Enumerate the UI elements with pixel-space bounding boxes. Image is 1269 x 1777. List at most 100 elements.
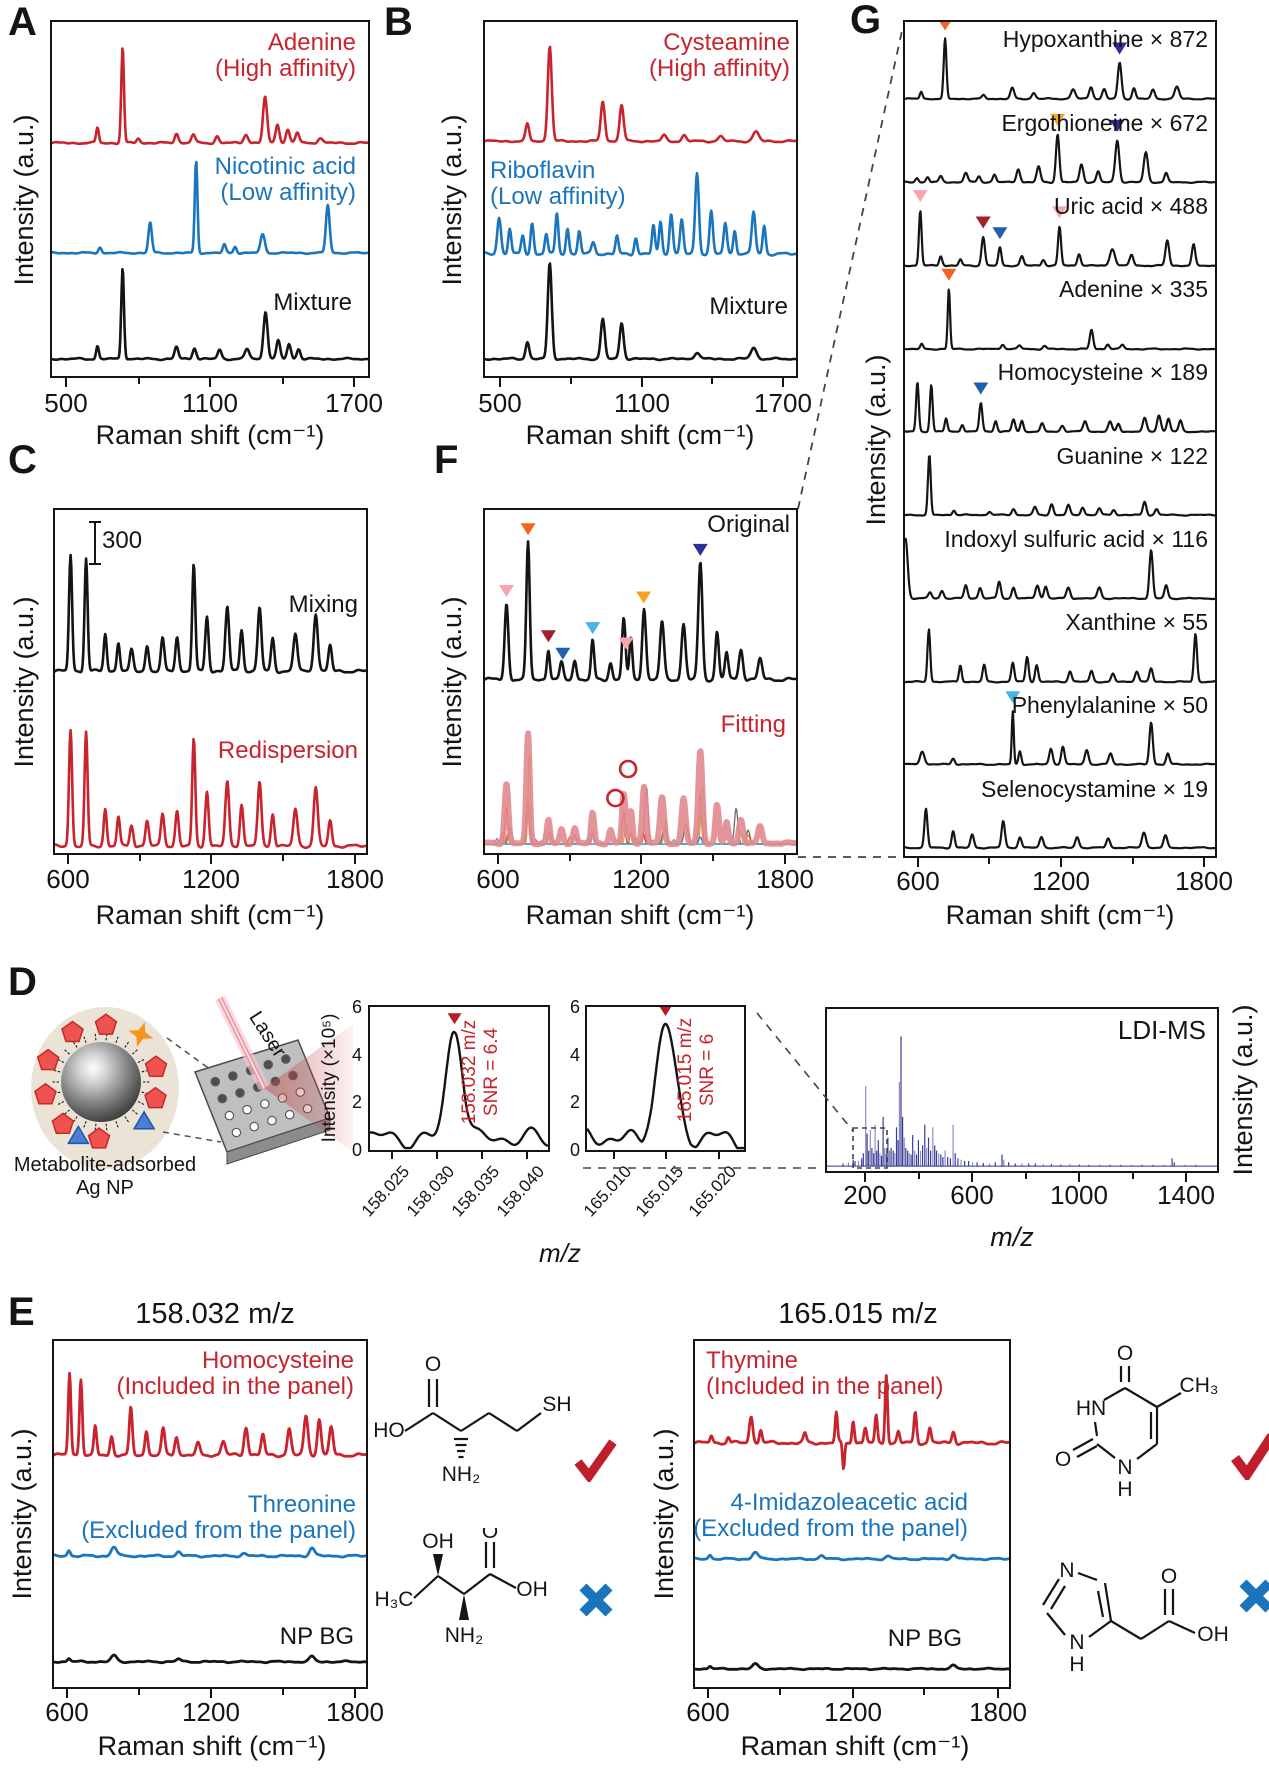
spectrum-trace	[52, 47, 368, 146]
panel-e-right-tick	[997, 1689, 999, 1698]
trace-label-riboflavin-2: (Low affinity)	[490, 183, 626, 210]
ms2-plot	[585, 1005, 746, 1152]
panel-e-right-xtick-1200: 1200	[824, 1697, 882, 1727]
atom-O: O	[1055, 1448, 1071, 1471]
atom-SH: SH	[542, 1393, 571, 1416]
metabolite-pentagon-icon	[34, 1082, 57, 1105]
trace-label-adenine: Adenine	[267, 29, 356, 56]
ms1-tick	[526, 1152, 528, 1159]
metabolite-triangle-icon	[132, 1110, 156, 1130]
plate-spot	[284, 1109, 295, 1120]
ms1-ytick-6: 6	[351, 997, 362, 1017]
atom-OH: OH	[1197, 1623, 1229, 1646]
spectrum-trace	[485, 730, 796, 848]
panel-b-tick	[499, 378, 501, 387]
panel-a-tick	[65, 378, 67, 387]
panel-a-ylabel: Intensity (a.u.)	[9, 114, 39, 286]
panel-e-left-minor-tick	[282, 1689, 284, 1695]
ldi-ylabel: Intensity (a.u.)	[1228, 1004, 1258, 1176]
panel-e-right-xtick-1800: 1800	[969, 1697, 1027, 1727]
trace-label-imidazole-2: (Excluded from the panel)	[693, 1515, 968, 1542]
plate-spot	[231, 1127, 242, 1138]
panel-b-xtick-1100: 1100	[614, 388, 670, 418]
panel-e-left-title: 158.032 m/z	[135, 1298, 295, 1330]
panel-c-tick	[210, 855, 212, 864]
peak-marker-triangle-icon	[1109, 119, 1125, 132]
panel-a-xlabel: Raman shift (cm⁻¹)	[95, 420, 325, 450]
panel-e-left-xtick-1800: 1800	[326, 1697, 384, 1727]
trace-label-homocysteine: Homocysteine	[201, 1347, 354, 1374]
panel-a-xtick-1100: 1100	[182, 388, 238, 418]
trace-label-cysteamine-2: (High affinity)	[649, 55, 790, 82]
panel-g-tick	[1203, 858, 1205, 867]
panel-f-xlabel: Raman shift (cm⁻¹)	[525, 900, 755, 930]
trace-label-imidazole: 4-Imidazoleacetic acid	[730, 1489, 968, 1516]
panel-a-letter: A	[8, 0, 37, 44]
spectrum-trace	[485, 171, 796, 257]
ms2-ytick-0: 0	[569, 1140, 580, 1160]
panel-e-right-title: 165.015 m/z	[778, 1298, 938, 1330]
spectrum-trace	[55, 728, 366, 850]
panel-c-ylabel: Intensity (a.u.)	[9, 596, 39, 768]
panel-b-ylabel: Intensity (a.u.)	[437, 114, 467, 286]
peak-marker-triangle-icon	[1112, 42, 1128, 55]
trace-label-fitting: Fitting	[720, 711, 786, 738]
np-caption-line2: Ag NP	[76, 1177, 134, 1199]
trace-label-homocysteine-2: (Included in the panel)	[116, 1373, 355, 1400]
nanoparticle-illustration	[31, 995, 353, 1169]
scale-bar-cap	[89, 521, 101, 523]
g-label-selenocystamine: Selenocystamine × 19	[981, 776, 1208, 802]
ms2-spectrum	[587, 1007, 744, 1150]
panel-f-xtick-1800: 1800	[756, 864, 814, 894]
spectrum-trace	[905, 133, 1215, 184]
panel-f-xtick-1200: 1200	[612, 864, 670, 894]
trace-label-mixture-b: Mixture	[709, 293, 788, 320]
trace-label-riboflavin: Riboflavin	[490, 157, 596, 184]
g-label-hypoxanthine: Hypoxanthine × 872	[1002, 26, 1208, 52]
ms2-tick	[718, 1152, 720, 1159]
ms1-tick	[481, 1152, 483, 1159]
atom-NH2: NH₂	[445, 1624, 483, 1647]
metabolite-pentagon-icon	[94, 1013, 118, 1035]
ms1-plot	[368, 1005, 550, 1152]
peak-marker-triangle-icon	[520, 523, 536, 536]
panel-a-xtick-500: 500	[44, 388, 88, 418]
atom-H3C: H₃C	[375, 1588, 414, 1611]
panel-e-left-xlabel: Raman shift (cm⁻¹)	[97, 1731, 327, 1761]
ldi-minor-tick	[1132, 1173, 1134, 1179]
panel-a-minor-tick	[282, 378, 284, 384]
imidazoleacetic-acid-structure: N N H O OH	[1042, 1559, 1229, 1676]
trace-label-threonine-2: (Excluded from the panel)	[81, 1517, 356, 1544]
ldi-minor-tick	[918, 1173, 920, 1179]
panel-c-plot	[53, 508, 368, 855]
metabolite-pentagon-icon	[144, 1086, 167, 1109]
spectrum-trace	[905, 37, 1215, 101]
trace-label-redispersion: Redispersion	[217, 737, 358, 764]
panel-g-letter: G	[850, 0, 882, 42]
zoom-dash-line	[162, 1131, 222, 1143]
spectrum-trace	[905, 455, 1215, 517]
laser-beam-core	[219, 997, 265, 1089]
panel-a-spectra	[52, 47, 368, 362]
panel-e-left-tick	[354, 1689, 356, 1698]
g-label-homocysteine: Homocysteine × 189	[997, 359, 1208, 385]
peak-marker-triangle-icon	[692, 543, 708, 556]
g-label-xanthine: Xanthine × 55	[1065, 609, 1208, 635]
panel-c-minor-tick	[282, 855, 284, 861]
panel-g-plot	[903, 20, 1217, 858]
panel-b-plot	[483, 20, 798, 378]
peak-marker-triangle-icon	[1052, 206, 1067, 219]
ms1-annotation-snr: SNR = 6.4	[481, 1027, 502, 1117]
panel-g-spectra	[905, 22, 1215, 850]
ms2-ytick-6: 6	[569, 997, 580, 1017]
g-label-guanine: Guanine × 122	[1056, 443, 1208, 469]
g-label-phenylalanine: Phenylalanine × 50	[1011, 692, 1208, 718]
trace-label-threonine: Threonine	[247, 1491, 356, 1518]
panel-e-left-ylabel: Intensity (a.u.)	[7, 1428, 37, 1600]
panel-b-minor-tick	[711, 378, 713, 384]
plate-spot	[224, 1110, 235, 1121]
panel-b-xtick-1700: 1700	[754, 388, 812, 418]
spectrum-trace	[695, 1374, 1009, 1471]
panel-b-letter: B	[384, 0, 413, 44]
ms-peak-marker-triangle-icon	[659, 1007, 672, 1016]
